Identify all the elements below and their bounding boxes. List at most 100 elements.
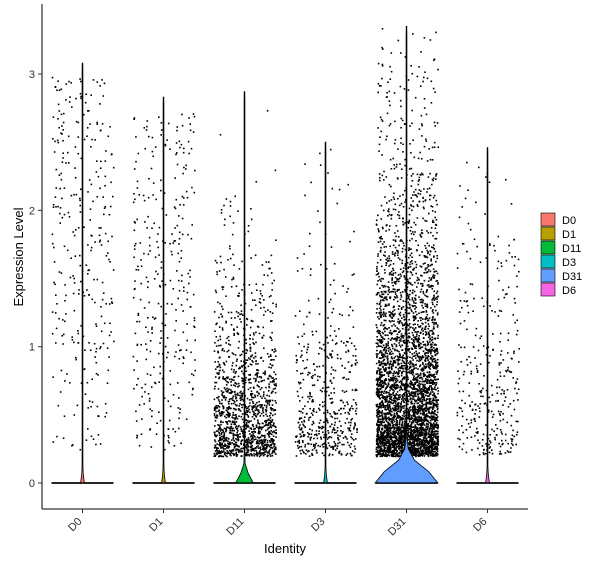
data-point	[389, 123, 392, 125]
data-point	[429, 440, 432, 443]
data-point	[353, 426, 355, 428]
data-point	[418, 438, 421, 440]
data-point	[217, 373, 220, 375]
data-point	[265, 446, 268, 449]
data-point	[419, 449, 422, 452]
data-point	[436, 453, 439, 455]
data-point	[252, 406, 255, 409]
data-point	[164, 143, 167, 146]
data-point	[389, 158, 392, 161]
data-point	[225, 295, 227, 297]
data-point	[263, 379, 265, 382]
data-point	[263, 438, 265, 441]
data-point	[223, 437, 226, 440]
data-point	[380, 218, 383, 220]
data-point	[413, 407, 416, 410]
data-point	[268, 435, 271, 438]
data-point	[435, 321, 437, 324]
data-point	[183, 166, 185, 169]
data-point	[246, 422, 248, 424]
data-point	[224, 415, 226, 418]
data-point	[431, 430, 433, 433]
data-point	[272, 450, 274, 453]
data-point	[383, 354, 386, 356]
data-point	[423, 76, 425, 79]
data-point	[216, 447, 218, 449]
data-point	[225, 320, 227, 323]
data-point	[95, 372, 98, 375]
data-point	[391, 277, 393, 279]
data-point	[334, 343, 337, 345]
data-point	[401, 383, 403, 386]
data-point	[296, 359, 298, 362]
data-point	[79, 211, 82, 213]
data-point	[376, 442, 379, 444]
data-point	[57, 80, 59, 82]
data-point	[268, 366, 270, 369]
data-point	[377, 273, 379, 275]
data-point	[244, 381, 247, 384]
data-point	[399, 311, 402, 314]
data-point	[334, 445, 336, 447]
data-point	[101, 281, 104, 284]
data-point	[417, 402, 419, 404]
data-point	[379, 240, 382, 243]
data-point	[426, 423, 428, 425]
data-point	[393, 401, 396, 403]
data-point	[387, 290, 390, 292]
data-point	[347, 349, 349, 352]
data-point	[232, 276, 235, 279]
data-point	[257, 447, 260, 449]
data-point	[253, 447, 255, 450]
data-point	[434, 436, 437, 438]
data-point	[399, 385, 402, 387]
data-point	[354, 410, 357, 412]
data-point	[397, 364, 399, 366]
data-point	[389, 440, 391, 443]
data-point	[271, 439, 273, 441]
data-point	[248, 399, 251, 401]
data-point	[417, 447, 420, 450]
data-point	[214, 439, 216, 441]
data-point	[258, 451, 261, 453]
data-point	[430, 346, 432, 349]
data-point	[392, 267, 394, 270]
data-point	[325, 433, 328, 436]
data-point	[100, 227, 102, 229]
data-point	[411, 331, 414, 334]
data-point	[169, 279, 172, 282]
data-point	[175, 142, 178, 144]
data-point	[147, 317, 149, 319]
data-point	[397, 328, 400, 330]
data-point	[235, 416, 238, 419]
data-point	[266, 401, 269, 404]
data-point	[396, 397, 398, 399]
data-point	[274, 400, 277, 402]
data-point	[420, 282, 422, 285]
data-point	[98, 241, 101, 243]
data-point	[312, 400, 315, 403]
data-point	[375, 362, 378, 365]
data-point	[273, 359, 275, 361]
data-point	[153, 318, 156, 320]
data-point	[266, 353, 269, 355]
data-point	[95, 350, 97, 353]
data-point	[415, 390, 417, 393]
data-point	[147, 253, 150, 256]
data-point	[242, 431, 245, 433]
data-point	[260, 452, 263, 455]
data-point	[261, 439, 263, 441]
data-point	[381, 46, 383, 49]
data-point	[415, 272, 417, 275]
data-point	[399, 396, 402, 398]
data-point	[247, 440, 249, 443]
data-point	[263, 449, 265, 451]
data-point	[393, 420, 396, 423]
data-point	[167, 351, 169, 354]
data-point	[218, 400, 221, 403]
data-point	[398, 342, 400, 344]
data-point	[426, 313, 429, 316]
data-point	[410, 365, 412, 368]
data-point	[376, 370, 378, 372]
data-point	[222, 406, 225, 408]
